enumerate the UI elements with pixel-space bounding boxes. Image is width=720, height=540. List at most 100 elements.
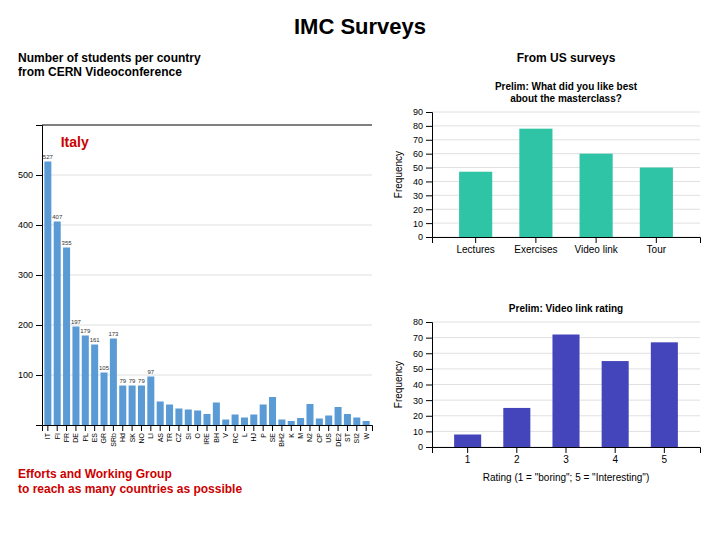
y-tick-label: 80: [413, 121, 423, 131]
y-tick-label: 20: [413, 411, 423, 421]
x-axis: LecturesExercisesVideo linkTour: [433, 237, 701, 255]
x-tick-label: 3: [563, 454, 569, 465]
x-tick-mark: [207, 425, 208, 431]
annotation: Efforts and Working Groupto reach as man…: [18, 467, 242, 496]
y-tick-mark: [426, 322, 432, 323]
x-tick: CP: [316, 425, 323, 443]
x-tick-mark: [516, 447, 517, 453]
x-tick-mark: [300, 425, 301, 431]
x-tick: Video link: [575, 237, 619, 255]
x-tick: 2: [514, 447, 520, 465]
y-tick-mark: [426, 181, 432, 182]
x-tick: DE: [72, 425, 79, 443]
x-tick-label: IRE: [203, 433, 210, 445]
grid: [432, 322, 700, 447]
x-tick-label: RC: [232, 433, 239, 443]
x-tick-mark: [309, 425, 310, 431]
bars: [44, 162, 369, 426]
grid-line: [432, 322, 700, 323]
bar: [203, 414, 210, 425]
y-tick-mark: [36, 225, 42, 226]
x-tick: SRb: [110, 425, 117, 447]
y-tick-label: 60: [413, 349, 423, 359]
bar: [519, 129, 552, 237]
x-tick-label: 2: [514, 454, 520, 465]
y-tick-label: 10: [413, 427, 423, 437]
x-tick-mark: [57, 425, 58, 431]
subtitle: From US surveys: [517, 51, 616, 65]
x-tick-mark: [244, 425, 245, 431]
x-tick-label: NO: [138, 432, 145, 443]
bar: [222, 420, 229, 426]
grid-line: [42, 275, 372, 276]
bar: [44, 162, 51, 426]
x-tick-label: Exercises: [514, 244, 557, 255]
x-tick: AS: [157, 425, 164, 442]
bar: [335, 407, 342, 425]
x-tick: N2: [306, 425, 313, 442]
bar: [250, 415, 257, 426]
x-tick-mark: [356, 425, 357, 431]
x-tick: IT: [44, 425, 51, 439]
x-tick: V: [222, 425, 229, 438]
bar: [91, 345, 98, 426]
bar: [353, 418, 360, 426]
x-tick: SK: [129, 425, 136, 442]
bar: [138, 386, 145, 426]
x-tick: TR: [166, 425, 173, 442]
y-tick-mark: [426, 140, 432, 141]
data-label: 355: [62, 240, 73, 246]
bar: [454, 435, 481, 448]
x-tick-mark: [253, 425, 254, 431]
figure-title: IMC Surveys: [294, 14, 426, 39]
x-tick-label: HJ: [250, 433, 257, 442]
bar: [297, 418, 304, 425]
y-tick-label: 40: [413, 177, 423, 187]
y-tick: 80: [413, 121, 432, 131]
x-tick-label: 4: [612, 454, 618, 465]
bar: [459, 172, 492, 237]
subtitle-line: From US surveys: [517, 51, 616, 65]
x-tick: SI2: [353, 425, 360, 444]
x-tick-label: L: [241, 433, 248, 437]
x-tick-mark: [281, 425, 282, 431]
y-tick: 10: [413, 427, 432, 437]
x-tick-label: US: [325, 433, 332, 443]
y-tick: 90: [413, 107, 432, 117]
chart-title: Prelim: What did you like bestabout the …: [495, 81, 638, 104]
bar: [640, 168, 673, 237]
x-tick-label: Hd: [119, 433, 126, 442]
y-tick-mark: [426, 369, 432, 370]
x-tick: HJ: [250, 425, 257, 442]
y-tick-mark: [426, 112, 432, 113]
data-label: 97: [147, 369, 154, 375]
x-tick-mark: [216, 425, 217, 431]
subtitle-line: from CERN Videoconference: [18, 65, 182, 79]
x-tick-label: Lectures: [456, 244, 494, 255]
x-tick-label: DE2: [335, 433, 342, 447]
x-tick-label: IT: [44, 432, 51, 439]
x-tick: FI: [54, 425, 61, 439]
x-tick-mark: [113, 425, 114, 431]
bar: [213, 403, 220, 426]
x-tick-mark: [235, 425, 236, 431]
grid-line: [432, 153, 700, 154]
x-tick: ST: [344, 425, 351, 442]
x-tick-mark: [535, 237, 536, 243]
y-tick-mark: [426, 353, 432, 354]
x-tick: RC: [232, 425, 239, 443]
y-tick-mark: [426, 223, 432, 224]
bar: [232, 415, 239, 426]
chart-title: Prelim: Video link rating: [509, 303, 623, 314]
x-tick-mark: [366, 425, 367, 431]
x-tick: SI: [185, 425, 192, 440]
bar: [278, 420, 285, 426]
y-tick-mark: [426, 385, 432, 386]
y-tick-label: 0: [418, 232, 423, 242]
x-tick-mark: [132, 425, 133, 431]
x-tick: BH2: [278, 425, 285, 447]
x-tick-label: BH2: [278, 433, 285, 447]
bar: [552, 335, 579, 448]
x-tick-mark: [615, 447, 616, 453]
x-tick-label: 5: [662, 454, 668, 465]
